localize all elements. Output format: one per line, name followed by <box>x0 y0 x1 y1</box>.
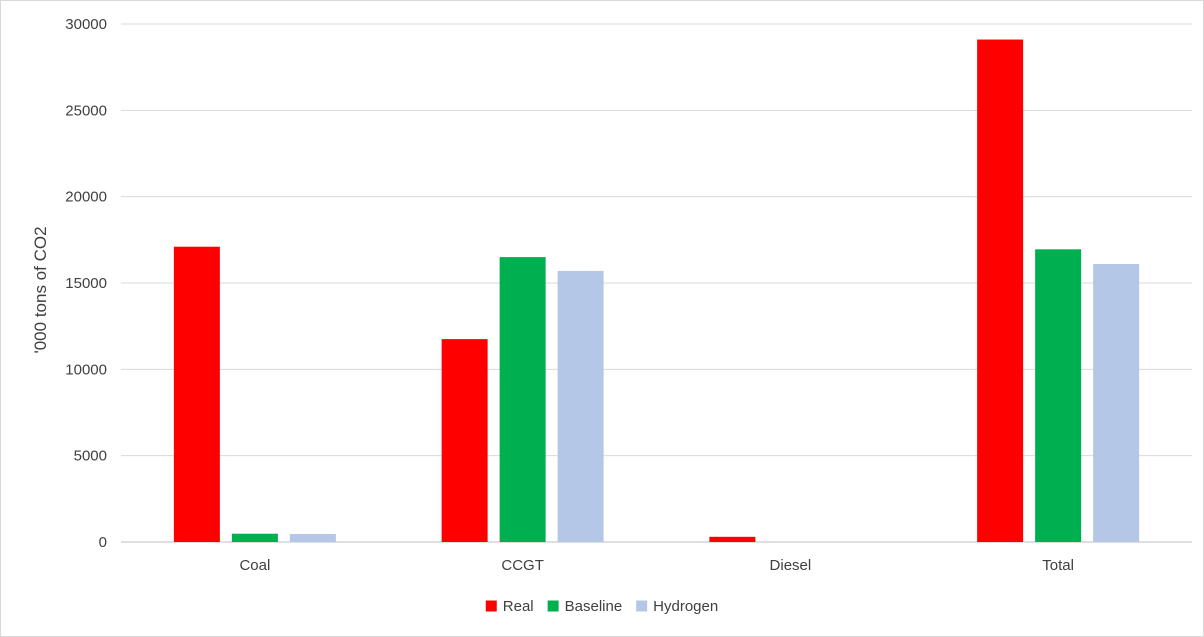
bar-baseline-total <box>1035 249 1082 542</box>
x-category-label: Total <box>1042 557 1074 574</box>
legend-label-hydrogen: Hydrogen <box>653 598 718 615</box>
y-tick-label: 15000 <box>65 275 107 292</box>
bar-real-ccgt <box>441 339 488 542</box>
y-tick-label: 10000 <box>65 361 107 378</box>
y-tick-label: 30000 <box>65 16 107 33</box>
x-category-label: CCGT <box>501 557 544 574</box>
bars <box>173 39 1140 543</box>
x-category-label: Coal <box>239 557 270 574</box>
legend-swatch-baseline <box>547 600 559 612</box>
legend-label-real: Real <box>503 598 534 615</box>
bar-real-total <box>977 39 1024 542</box>
y-tick-label: 0 <box>99 534 107 551</box>
x-category-label: Diesel <box>770 557 812 574</box>
gridlines <box>121 23 1192 543</box>
y-axis-ticks: 0 5000 10000 15000 20000 25000 30000 <box>65 16 107 551</box>
bar-real-diesel <box>709 536 756 542</box>
bar-hydrogen-coal <box>289 534 336 542</box>
y-axis-label: '000 tons of CO2 <box>31 226 50 353</box>
bar-hydrogen-ccgt <box>557 270 604 542</box>
y-tick-label: 20000 <box>65 189 107 206</box>
legend: Real Baseline Hydrogen <box>485 598 718 615</box>
legend-swatch-real <box>485 600 497 612</box>
bar-baseline-coal <box>231 533 278 542</box>
y-tick-label: 5000 <box>74 448 107 465</box>
bar-hydrogen-total <box>1093 264 1140 542</box>
legend-swatch-hydrogen <box>636 600 648 612</box>
bar-real-coal <box>173 246 220 543</box>
legend-label-baseline: Baseline <box>565 598 623 615</box>
bar-baseline-ccgt <box>499 257 546 542</box>
x-axis-categories: Coal CCGT Diesel Total <box>239 557 1074 574</box>
y-tick-label: 25000 <box>65 102 107 119</box>
